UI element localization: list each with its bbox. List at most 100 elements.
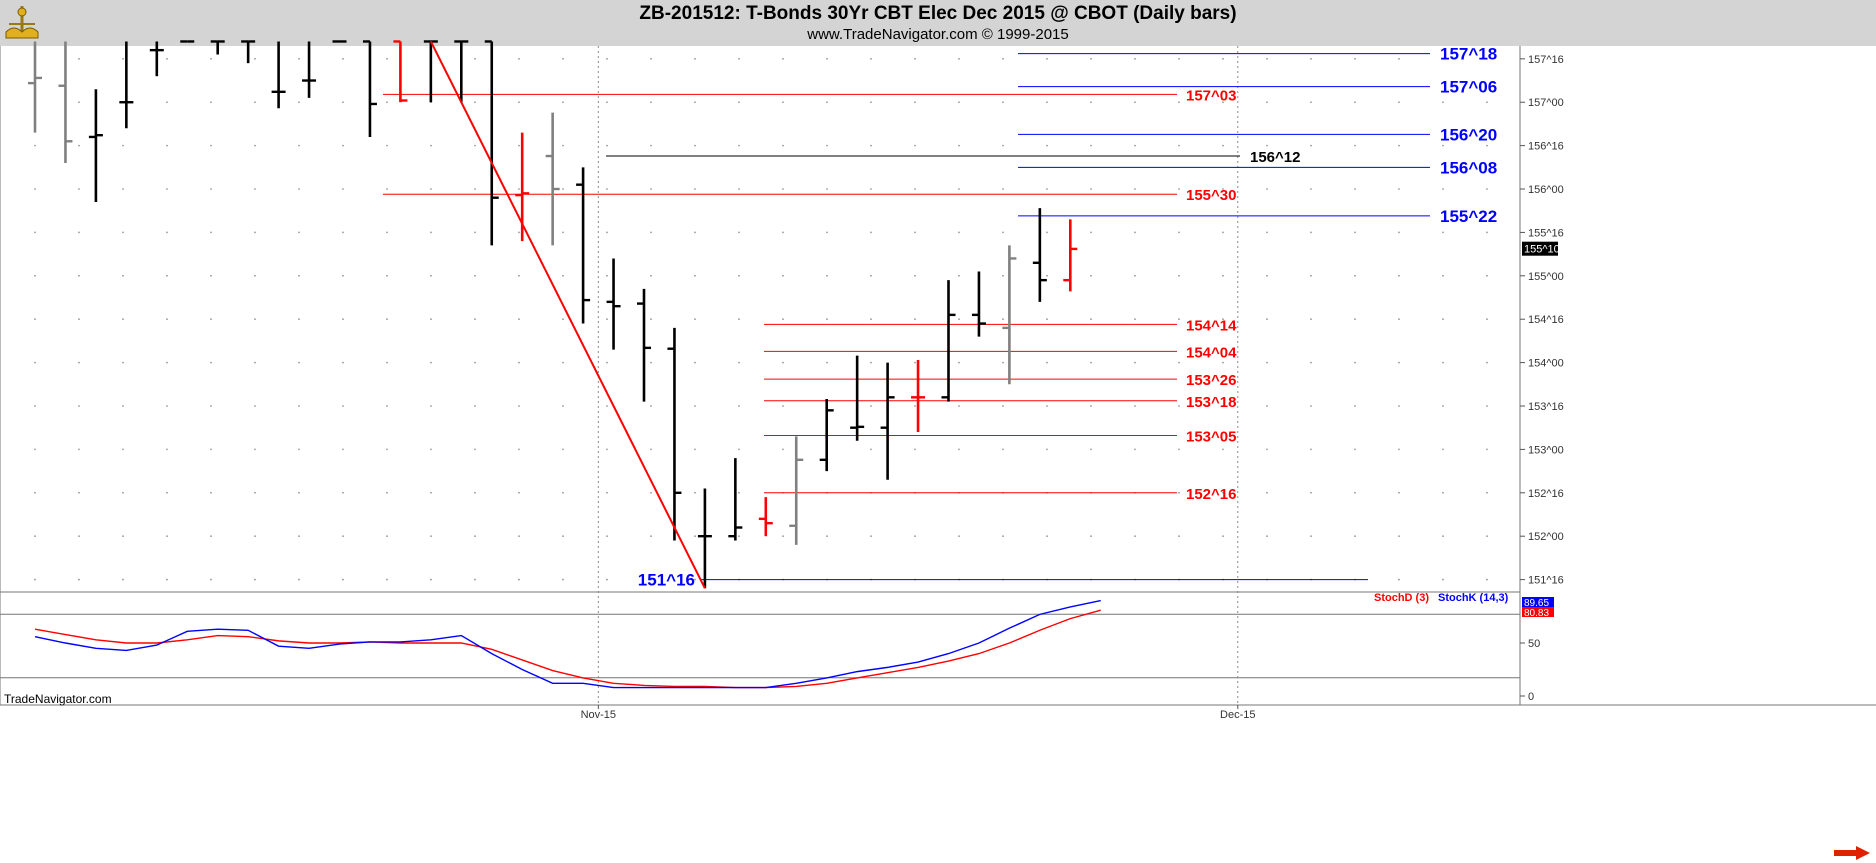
last-price-label: 155^10 xyxy=(1524,244,1560,256)
grid-dot xyxy=(1178,405,1180,407)
grid-dot xyxy=(254,535,256,538)
grid-dot xyxy=(1002,101,1004,104)
grid-dot xyxy=(694,231,696,234)
grid-dot xyxy=(1266,144,1268,147)
level-label: 152^16 xyxy=(1186,486,1236,503)
price-tick-label: 157^16 xyxy=(1528,54,1564,66)
grid-dot xyxy=(650,274,652,277)
grid-dot xyxy=(1442,101,1444,104)
grid-dot xyxy=(914,101,916,104)
grid-dot xyxy=(914,535,916,538)
grid-dot xyxy=(1486,188,1488,190)
grid-dot xyxy=(738,448,740,451)
grid-dot xyxy=(694,188,696,190)
grid-dot xyxy=(738,231,740,234)
grid-dot xyxy=(870,231,872,234)
grid-dot xyxy=(1002,57,1004,60)
grid-dot xyxy=(606,535,608,538)
grid-dot xyxy=(1178,361,1180,364)
grid-dot xyxy=(166,491,168,494)
grid-dot xyxy=(474,535,476,538)
grid-dot xyxy=(650,491,652,494)
grid-dot xyxy=(870,274,872,277)
grid-dot xyxy=(34,491,36,494)
grid-dot xyxy=(474,274,476,277)
grid-dot xyxy=(1266,318,1268,321)
grid-dot xyxy=(958,318,960,321)
grid-dot xyxy=(166,535,168,538)
grid-dot xyxy=(342,144,344,147)
scroll-right-arrow-icon[interactable] xyxy=(1832,845,1872,861)
grid-dot xyxy=(738,101,740,104)
grid-dot xyxy=(518,274,520,277)
grid-dot xyxy=(1134,535,1136,538)
grid-dot xyxy=(1398,491,1400,494)
grid-dot xyxy=(1486,318,1488,321)
grid-dot xyxy=(474,57,476,60)
grid-dot xyxy=(1002,405,1004,407)
grid-dot xyxy=(1222,231,1224,234)
grid-dot xyxy=(1046,318,1048,321)
grid-dot xyxy=(166,274,168,277)
price-tick-label: 152^16 xyxy=(1528,488,1564,500)
level-label: 155^22 xyxy=(1440,207,1497,226)
grid-dot xyxy=(166,361,168,364)
grid-dot xyxy=(1134,231,1136,234)
grid-dot xyxy=(342,318,344,321)
grid-dot xyxy=(562,448,564,451)
price-tick-label: 155^00 xyxy=(1528,271,1564,283)
price-tick-label: 154^00 xyxy=(1528,358,1564,370)
grid-dot xyxy=(694,101,696,104)
grid-dot xyxy=(518,101,520,104)
grid-dot xyxy=(166,448,168,451)
grid-dot xyxy=(342,405,344,407)
grid-dot xyxy=(694,361,696,364)
grid-dot xyxy=(210,491,212,494)
grid-dot xyxy=(1178,57,1180,60)
grid-dot xyxy=(826,361,828,364)
grid-dot xyxy=(914,405,916,407)
grid-dot xyxy=(254,231,256,234)
grid-dot xyxy=(606,231,608,234)
grid-dot xyxy=(78,535,80,538)
grid-dot xyxy=(1354,274,1356,277)
grid-dot xyxy=(1310,405,1312,407)
grid-dot xyxy=(1266,231,1268,234)
grid-dot xyxy=(606,57,608,60)
grid-dot xyxy=(1310,448,1312,451)
grid-dot xyxy=(1398,57,1400,60)
grid-dot xyxy=(1486,231,1488,234)
grid-dot xyxy=(1222,535,1224,538)
grid-dot xyxy=(1266,361,1268,364)
grid-dot xyxy=(562,578,564,581)
grid-dot xyxy=(562,57,564,60)
grid-dot xyxy=(694,491,696,494)
grid-dot xyxy=(298,274,300,277)
grid-dot xyxy=(1266,491,1268,494)
grid-dot xyxy=(914,318,916,321)
grid-dot xyxy=(1442,578,1444,581)
grid-dot xyxy=(1310,491,1312,494)
grid-dot xyxy=(298,578,300,581)
chart-subtitle: www.TradeNavigator.com © 1999-2015 xyxy=(807,26,1069,43)
grid-dot xyxy=(386,188,388,190)
grid-dot xyxy=(386,231,388,234)
grid-dot xyxy=(782,188,784,190)
grid-dot xyxy=(870,101,872,104)
grid-dot xyxy=(342,57,344,60)
grid-dot xyxy=(122,318,124,321)
grid-dot xyxy=(1178,491,1180,494)
grid-dot xyxy=(78,57,80,60)
grid-dot xyxy=(474,188,476,190)
grid-dot xyxy=(34,318,36,321)
level-label: 153^18 xyxy=(1186,394,1236,411)
grid-dot xyxy=(782,101,784,104)
grid-dot xyxy=(738,535,740,538)
grid-dot xyxy=(650,188,652,190)
grid-dot xyxy=(386,405,388,407)
level-label: 153^26 xyxy=(1186,372,1236,389)
grid-dot xyxy=(1266,274,1268,277)
grid-dot xyxy=(518,231,520,234)
grid-dot xyxy=(562,491,564,494)
chart-grid xyxy=(34,46,1488,705)
